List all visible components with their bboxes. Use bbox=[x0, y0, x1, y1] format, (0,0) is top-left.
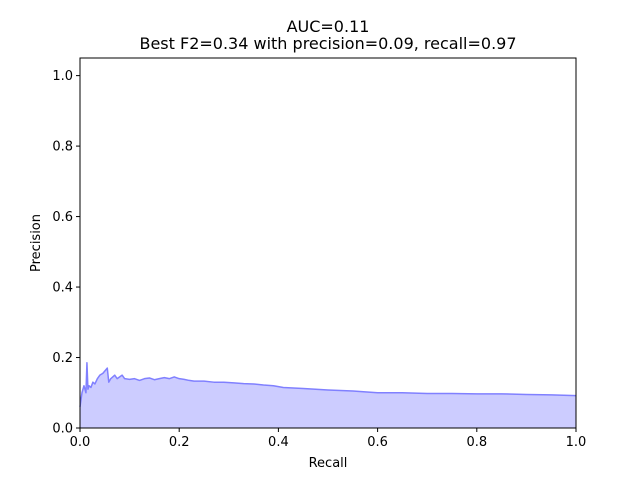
y-tick-label: 0.0 bbox=[52, 422, 73, 437]
x-tick-label: 0.4 bbox=[268, 435, 289, 450]
y-tick-label: 0.4 bbox=[52, 281, 73, 296]
y-tick-label: 0.6 bbox=[52, 210, 73, 225]
x-tick-label: 0.0 bbox=[70, 435, 91, 450]
plot-area bbox=[79, 362, 577, 428]
x-tick-label: 0.6 bbox=[367, 435, 388, 450]
y-axis: 0.0 0.2 0.4 0.6 0.8 1.0 bbox=[52, 69, 80, 437]
precision-recall-line bbox=[79, 362, 577, 407]
y-axis-label: Precision bbox=[29, 214, 44, 272]
x-tick-label: 1.0 bbox=[566, 435, 587, 450]
y-tick-label: 0.2 bbox=[52, 351, 73, 366]
y-tick-label: 1.0 bbox=[52, 69, 73, 84]
x-axis: 0.0 0.2 0.4 0.6 0.8 1.0 bbox=[70, 428, 587, 450]
axes-frame bbox=[79, 57, 577, 429]
x-tick-label: 0.2 bbox=[169, 435, 190, 450]
x-tick-label: 0.8 bbox=[466, 435, 487, 450]
precision-area-fill bbox=[80, 362, 576, 428]
chart-subtitle: Best F2=0.34 with precision=0.09, recall… bbox=[139, 34, 516, 53]
chart-title: AUC=0.11 bbox=[287, 17, 370, 36]
y-tick-label: 0.8 bbox=[52, 140, 73, 155]
x-axis-label: Recall bbox=[309, 456, 348, 471]
